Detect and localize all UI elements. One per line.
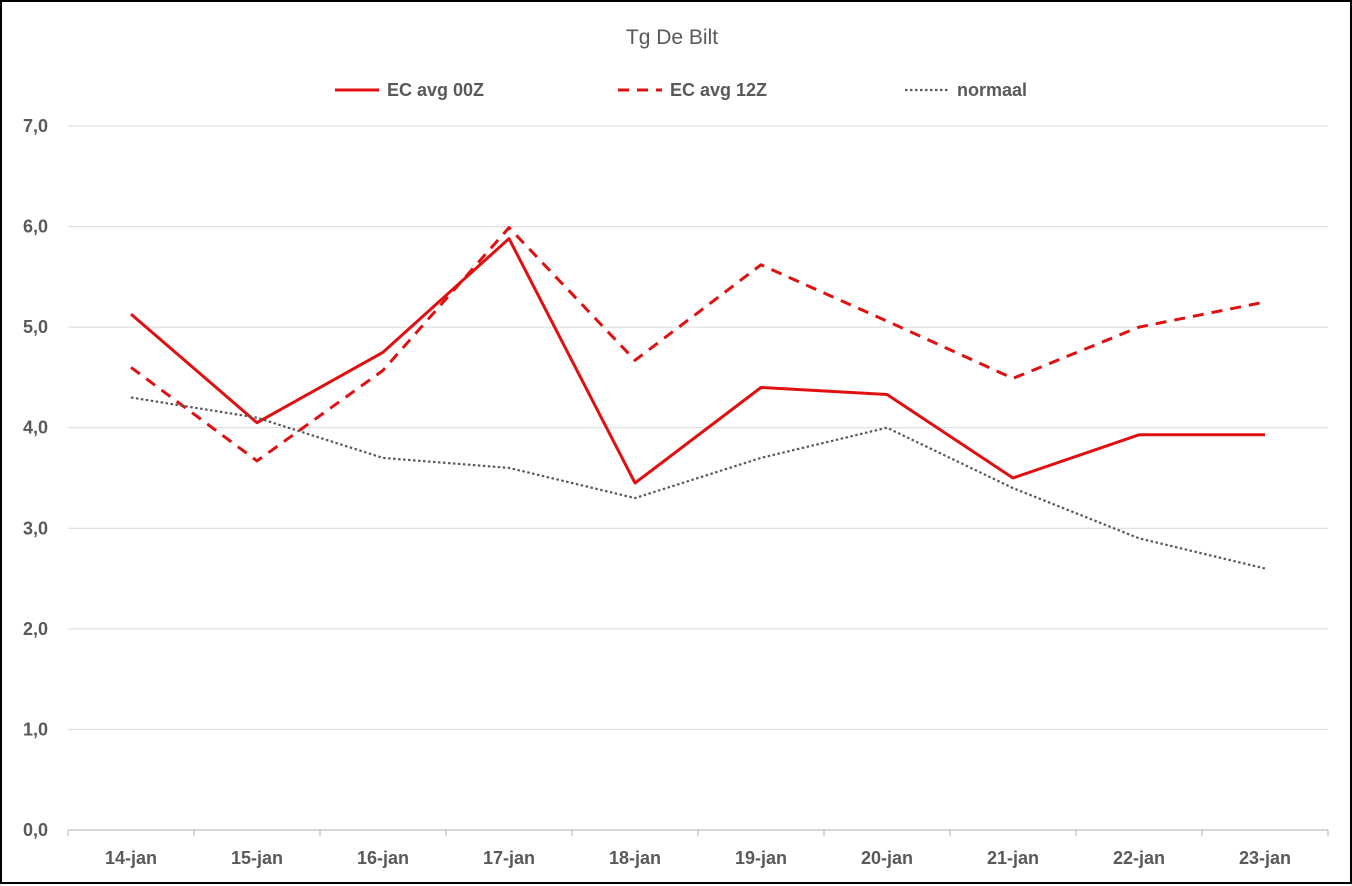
legend-label: EC avg 00Z <box>387 80 484 100</box>
x-tick-label: 22-jan <box>1113 848 1165 868</box>
legend: EC avg 00Z EC avg 12Z normaal <box>335 80 1027 100</box>
series-lines <box>130 226 1266 570</box>
y-tick-label: 7,0 <box>23 116 48 136</box>
series-line-3 <box>130 396 1266 570</box>
series-line-1 <box>130 237 1265 485</box>
x-tick-label: 17-jan <box>483 848 535 868</box>
x-tick-label: 20-jan <box>861 848 913 868</box>
x-tick-label: 19-jan <box>735 848 787 868</box>
x-tick-label: 23-jan <box>1239 848 1291 868</box>
y-tick-label: 4,0 <box>23 418 48 438</box>
x-tick-label: 14-jan <box>105 848 157 868</box>
y-tick-label: 2,0 <box>23 619 48 639</box>
y-axis: 0,0 1,0 2,0 3,0 4,0 5,0 6,0 7,0 <box>23 116 48 840</box>
x-tick-label: 15-jan <box>231 848 283 868</box>
x-axis: 14-jan 15-jan 16-jan 17-jan 18-jan 19-jan 20-j… <box>67 829 1329 868</box>
x-tick-label: 18-jan <box>609 848 661 868</box>
y-tick-label: 3,0 <box>23 518 48 538</box>
x-tick-label: 16-jan <box>357 848 409 868</box>
legend-label: EC avg 12Z <box>670 80 767 100</box>
chart-title: Tg De Bilt <box>626 26 718 49</box>
series-line-2 <box>130 226 1266 463</box>
x-tick-label: 21-jan <box>987 848 1039 868</box>
y-tick-label: 6,0 <box>23 217 48 237</box>
y-tick-label: 0,0 <box>23 820 48 840</box>
y-tick-label: 5,0 <box>23 317 48 337</box>
legend-label: normaal <box>957 80 1027 100</box>
gridlines <box>68 125 1328 730</box>
y-tick-label: 1,0 <box>23 719 48 739</box>
